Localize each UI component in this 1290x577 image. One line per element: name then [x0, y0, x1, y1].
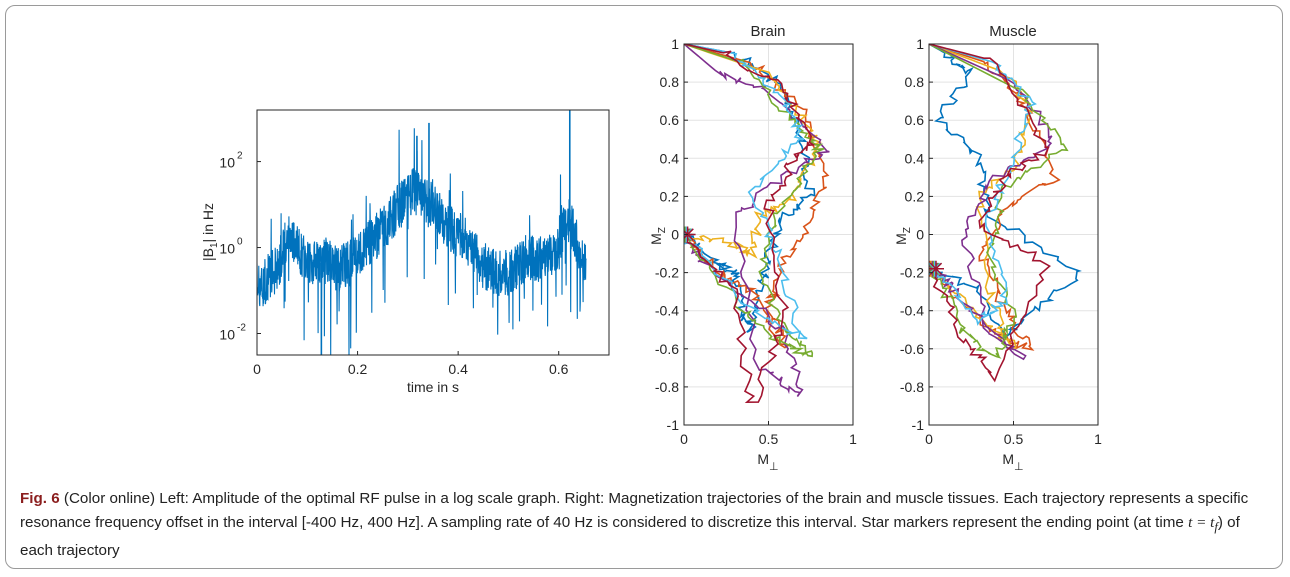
- caption-math-sub: f: [1214, 520, 1218, 535]
- brain-trajectory: [684, 44, 830, 397]
- brain-ticks: 0 0.5 1 -1 -0.8 -0.6 -0.4 -0.2 0 0.2 0.4 0.6 0.8 1: [655, 36, 857, 447]
- brain-y-tick-label: 1: [671, 36, 679, 52]
- brain-y-tick-label: 0.8: [660, 74, 680, 90]
- brain-title: Brain: [750, 23, 785, 40]
- brain-x-tick-label: 0: [680, 431, 688, 447]
- figure-frame: [5, 5, 1283, 569]
- muscle-y-tick-label: 0.6: [905, 112, 925, 128]
- b1-x-axis-label: time in s: [407, 379, 459, 395]
- caption-math: t = t: [1188, 514, 1215, 531]
- b1-series-line: [257, 128, 587, 355]
- brain-x-tick-label: 1: [849, 431, 857, 447]
- b1-y-tick-label: 10: [219, 241, 235, 257]
- muscle-trajectory: [929, 44, 1053, 361]
- b1-y-tick-label: 10: [219, 327, 235, 343]
- b1-y-axis-label: |B1| in Hz: [200, 203, 220, 261]
- brain-x-tick-label: 0.5: [759, 431, 779, 447]
- muscle-y-tick-label: 0.8: [905, 74, 925, 90]
- brain-y-tick-label: 0.6: [660, 112, 680, 128]
- b1-series-group: [257, 110, 587, 355]
- muscle-trajectory: [929, 44, 1082, 341]
- brain-y-tick-label: 0.4: [660, 150, 680, 166]
- muscle-y-tick-label: -1: [912, 417, 925, 433]
- muscle-y-tick-label: -0.2: [900, 265, 924, 281]
- brain-trajectory: [684, 44, 825, 358]
- brain-x-axis-label: M⊥: [757, 451, 778, 473]
- muscle-y-tick-label: 1: [916, 36, 924, 52]
- b1-x-tick-label: 0: [253, 361, 261, 377]
- muscle-end-star-marker: [929, 260, 944, 277]
- brain-y-tick-label: 0.2: [660, 188, 680, 204]
- muscle-trajectory: [929, 44, 1069, 359]
- caption-figure-label: Fig. 6: [20, 490, 60, 507]
- brain-y-tick-label: 0: [671, 227, 679, 243]
- muscle-x-tick-label: 0: [925, 431, 933, 447]
- caption-tail: ) of each trajectory: [20, 514, 1240, 560]
- muscle-series-group: [929, 44, 1082, 383]
- b1-x-tick-label: 0.6: [549, 361, 569, 377]
- brain-y-tick-label: -0.4: [655, 303, 679, 319]
- b1-axes-box: [256, 109, 610, 356]
- b1-y-tick-exponent: -2: [237, 323, 246, 334]
- brain-y-tick-label: -1: [667, 417, 680, 433]
- muscle-x-axis-label: M⊥: [1002, 451, 1023, 473]
- brain-trajectory: [684, 44, 808, 340]
- muscle-y-tick-label: -0.4: [900, 303, 924, 319]
- brain-y-axis-label: MZ: [648, 227, 668, 245]
- muscle-y-axis-label: MZ: [893, 227, 913, 245]
- brain-trajectory-chart: Brain 0 0.5 1-1-0.8-0.6-0.4-0.200.20.40.60…: [648, 23, 857, 473]
- b1-x-tick-label: 0.4: [448, 361, 468, 377]
- b1-y-tick-label: 10: [219, 155, 235, 171]
- muscle-grid: [928, 43, 1099, 426]
- caption-text: (Color online) Left: Amplitude of the op…: [20, 490, 1249, 531]
- muscle-trajectory-chart: Muscle 0 0.5 1 -1 -0.8 -0.6 -0.4 -0.2 0 0.2 0.4 0.6…: [893, 23, 1102, 473]
- muscle-x-tick-label: 0.5: [1004, 431, 1024, 447]
- muscle-ticks: 0 0.5 1 -1 -0.8 -0.6 -0.4 -0.2 0 0.2 0.4 0.6 0.8 1: [900, 36, 1102, 447]
- muscle-trajectory: [929, 44, 1051, 383]
- brain-trajectory: [684, 44, 822, 259]
- brain-y-tick-label: -0.8: [655, 379, 679, 395]
- b1-y-tick-exponent: 0: [237, 237, 243, 248]
- muscle-y-tick-label: 0.2: [905, 188, 925, 204]
- brain-y-tick-label: -0.2: [655, 265, 679, 281]
- brain-series-group: [684, 44, 830, 404]
- brain-y-tick-label: -0.6: [655, 341, 679, 357]
- muscle-y-tick-label: -0.6: [900, 341, 924, 357]
- muscle-y-tick-label: -0.8: [900, 379, 924, 395]
- brain-trajectory: [684, 44, 816, 404]
- brain-trajectory: [684, 44, 830, 349]
- b1-x-tick-label: 0.2: [348, 361, 368, 377]
- muscle-x-tick-label: 1: [1094, 431, 1102, 447]
- muscle-title: Muscle: [989, 23, 1037, 40]
- b1-y-tick-exponent: 2: [237, 151, 243, 162]
- muscle-y-tick-label: 0: [916, 227, 924, 243]
- muscle-trajectory: [929, 44, 1037, 326]
- muscle-y-tick-label: 0.4: [905, 150, 925, 166]
- figure-caption: Fig. 6 (Color online) Left: Amplitude of…: [20, 487, 1270, 563]
